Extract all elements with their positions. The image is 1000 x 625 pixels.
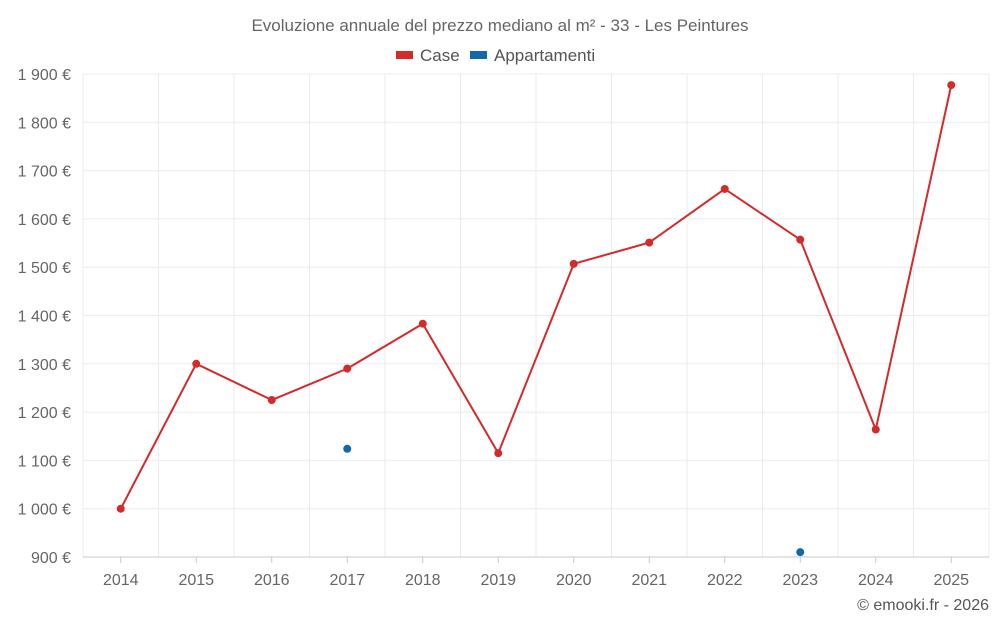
y-tick-label: 1 500 €: [18, 260, 71, 277]
data-point-case-2018[interactable]: [418, 319, 427, 328]
y-tick-label: 1 000 €: [18, 502, 71, 519]
data-point-case-2016[interactable]: [267, 396, 276, 405]
x-tick-label: 2023: [782, 572, 818, 589]
y-tick-label: 1 700 €: [18, 164, 71, 181]
x-tick-label: 2019: [480, 572, 516, 589]
axes: 900 € 1 000 € 1 100 € 1 200 € 1 300 € 1 400 €…: [18, 67, 989, 589]
series: [116, 81, 956, 557]
y-tick-label: 1 800 €: [18, 115, 71, 132]
legend-item-appartamenti[interactable]: Appartamenti: [470, 46, 595, 65]
y-tick-label: 1 200 €: [18, 405, 71, 422]
credit-text: © emooki.fr - 2026: [857, 597, 989, 614]
data-point-case-2021[interactable]: [645, 238, 654, 247]
chart-title: Evoluzione annuale del prezzo mediano al…: [251, 16, 748, 35]
data-point-case-2015[interactable]: [192, 359, 201, 368]
x-tick-label: 2018: [405, 572, 441, 589]
data-point-appartamenti-2017[interactable]: [343, 444, 352, 453]
data-point-appartamenti-2023[interactable]: [796, 548, 805, 557]
y-tick-label: 1 300 €: [18, 357, 71, 374]
y-tick-label: 1 600 €: [18, 212, 71, 229]
y-tick-label: 1 100 €: [18, 453, 71, 470]
legend-label-appartamenti: Appartamenti: [494, 46, 595, 65]
data-point-case-2017[interactable]: [343, 364, 352, 373]
data-point-case-2023[interactable]: [796, 235, 805, 244]
data-point-case-2025[interactable]: [947, 81, 956, 90]
x-tick-label: 2021: [631, 572, 667, 589]
y-tick-label: 900 €: [31, 550, 71, 567]
x-tick-label: 2015: [178, 572, 214, 589]
data-point-case-2020[interactable]: [569, 259, 578, 268]
y-tick-label: 1 900 €: [18, 67, 71, 84]
legend-label-case: Case: [420, 46, 460, 65]
x-tick-label: 2016: [254, 572, 290, 589]
legend: Case Appartamenti: [396, 46, 595, 65]
x-tick-label: 2014: [103, 572, 139, 589]
data-point-case-2019[interactable]: [494, 449, 503, 458]
x-tick-label: 2022: [707, 572, 743, 589]
legend-item-case[interactable]: Case: [396, 46, 460, 65]
data-point-case-2014[interactable]: [116, 504, 125, 513]
x-tick-label: 2017: [329, 572, 365, 589]
series-line-case: [119, 84, 953, 510]
legend-swatch-appartamenti: [470, 51, 487, 59]
data-point-case-2022[interactable]: [720, 184, 729, 193]
legend-swatch-case: [396, 51, 413, 59]
data-point-case-2024[interactable]: [871, 425, 880, 434]
grid: [82, 73, 990, 557]
x-tick-label: 2025: [933, 572, 969, 589]
x-tick-label: 2020: [556, 572, 592, 589]
x-tick-label: 2024: [858, 572, 894, 589]
y-tick-label: 1 400 €: [18, 309, 71, 326]
